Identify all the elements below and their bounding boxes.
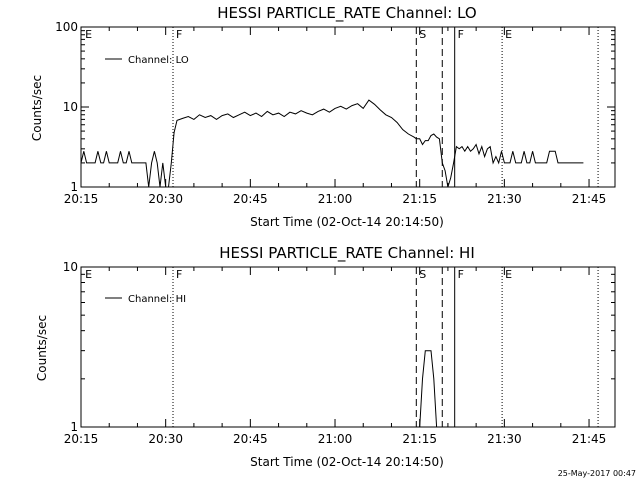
x-tick-label: 21:00 [318, 432, 353, 446]
x-tick-label: 20:30 [148, 432, 183, 446]
event-marker-label: E [85, 268, 92, 281]
x-tick-label: 20:30 [148, 192, 183, 206]
y-tick-label: 100 [55, 20, 78, 34]
x-axis-label: Start Time (02-Oct-14 20:14:50) [250, 455, 444, 469]
x-tick-label: 20:15 [64, 192, 99, 206]
y-tick-label: 10 [63, 260, 78, 274]
y-axis-label: Counts/sec [30, 75, 44, 141]
y-tick-label: 1 [70, 420, 78, 434]
plot-frame [80, 26, 616, 188]
plot-frame [80, 266, 616, 428]
series-line [80, 99, 584, 188]
event-marker-label: S [419, 28, 426, 41]
event-marker-label: E [85, 28, 92, 41]
y-axis-label: Counts/sec [35, 315, 49, 381]
x-tick-label: 20:15 [64, 432, 99, 446]
x-tick-label: 21:45 [572, 192, 607, 206]
x-tick-label: 21:30 [487, 432, 522, 446]
legend-label: Channel: HI [128, 294, 186, 305]
legend-label: Channel: LO [128, 55, 189, 66]
footer-timestamp: 25-May-2017 00:47 [558, 469, 636, 478]
legend: Channel: HI [105, 294, 186, 305]
x-tick-label: 21:45 [572, 432, 607, 446]
x-axis-label: Start Time (02-Oct-14 20:14:50) [250, 215, 444, 229]
chart-title: HESSI PARTICLE_RATE Channel: HI [219, 244, 475, 263]
event-marker-label: F [458, 28, 464, 41]
x-tick-label: 21:00 [318, 192, 353, 206]
chart-hi: HESSI PARTICLE_RATE Channel: HI Counts/s… [35, 244, 616, 469]
x-tick-label: 21:15 [402, 432, 437, 446]
legend: Channel: LO [105, 55, 189, 66]
series-line [416, 350, 438, 428]
event-marker-label: F [176, 268, 182, 281]
event-marker-label: F [458, 268, 464, 281]
chart-title: HESSI PARTICLE_RATE Channel: LO [217, 4, 476, 23]
event-marker-label: S [419, 268, 426, 281]
y-tick-label: 1 [70, 180, 78, 194]
event-marker-label: F [176, 28, 182, 41]
x-tick-label: 21:15 [402, 192, 437, 206]
event-marker-label: E [505, 268, 512, 281]
event-marker-label: E [505, 28, 512, 41]
y-tick-label: 10 [63, 100, 78, 114]
x-tick-label: 20:45 [233, 192, 268, 206]
chart-lo: HESSI PARTICLE_RATE Channel: LO Counts/s… [30, 4, 616, 229]
x-tick-label: 21:30 [487, 192, 522, 206]
x-tick-label: 20:45 [233, 432, 268, 446]
